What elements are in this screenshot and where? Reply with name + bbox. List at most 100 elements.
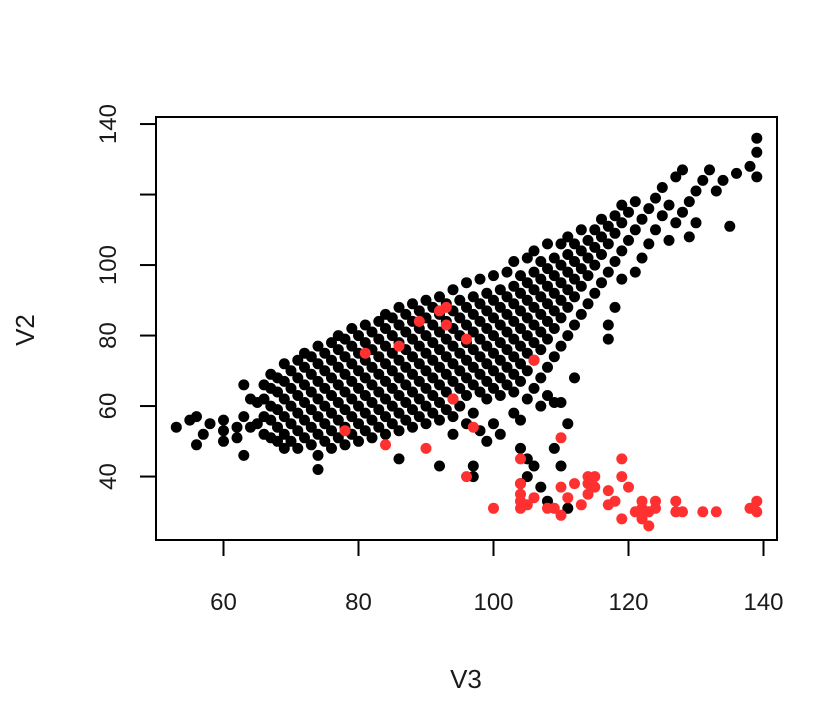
data-point-highlight-45: [636, 495, 648, 507]
data-point-main-130: [373, 315, 385, 327]
data-point-main-281: [508, 386, 520, 398]
data-point-main-347: [555, 312, 567, 324]
data-point-main-209: [447, 411, 459, 423]
data-point-main-253: [481, 340, 493, 352]
data-point-highlight-13: [488, 502, 499, 514]
data-point-highlight-0: [339, 425, 351, 437]
data-point-main-118: [366, 414, 378, 426]
data-point-main-75: [326, 442, 337, 454]
data-point-highlight-17: [515, 478, 526, 490]
data-point-main-244: [474, 351, 486, 363]
data-point-main-310: [528, 382, 540, 394]
data-point-main-321: [535, 344, 547, 356]
data-point-main-113: [359, 372, 371, 384]
y-tick-label-1: 60: [95, 393, 122, 420]
data-point-highlight-5: [420, 442, 432, 454]
data-point-main-8: [218, 414, 229, 426]
data-point-main-45: [292, 407, 304, 419]
data-point-main-366: [575, 308, 587, 320]
data-point-main-63: [312, 428, 324, 440]
data-point-main-266: [494, 390, 506, 401]
data-point-highlight-52: [677, 506, 688, 518]
data-point-main-41: [285, 382, 297, 394]
data-point-main-382: [596, 213, 607, 225]
data-point-main-333: [542, 280, 553, 292]
data-point-main-352: [562, 502, 574, 514]
data-point-highlight-49: [650, 495, 661, 507]
data-point-main-151: [393, 354, 405, 366]
data-point-main-220: [454, 347, 466, 359]
data-point-main-421: [710, 185, 722, 197]
data-point-main-264: [488, 270, 499, 282]
data-point-main-119: [366, 397, 378, 408]
data-point-main-308: [521, 252, 533, 264]
data-point-main-395: [616, 199, 628, 211]
data-point-main-409: [663, 199, 675, 211]
data-point-main-379: [596, 277, 607, 289]
data-point-main-273: [501, 379, 513, 391]
data-point-main-59: [305, 368, 317, 380]
data-point-main-129: [373, 333, 385, 345]
data-point-highlight-7: [440, 319, 452, 331]
data-point-main-335: [542, 238, 553, 250]
data-point-main-121: [366, 361, 378, 373]
data-point-main-82: [332, 432, 344, 444]
data-point-main-61: [312, 464, 324, 475]
data-point-main-399: [629, 224, 641, 236]
data-point-main-12: [238, 411, 250, 423]
data-point-main-298: [515, 270, 526, 282]
data-point-main-60: [305, 351, 317, 363]
data-point-main-330: [542, 333, 553, 345]
data-point-main-247: [474, 298, 486, 310]
data-point-main-156: [400, 397, 412, 408]
data-point-main-367: [575, 280, 587, 292]
data-point-main-142: [386, 365, 398, 377]
data-point-main-79: [326, 372, 337, 384]
data-point-main-116: [359, 319, 371, 331]
data-point-main-170: [413, 411, 425, 423]
data-point-main-393: [616, 245, 628, 257]
data-point-main-143: [386, 347, 398, 359]
data-point-main-396: [623, 234, 634, 246]
data-point-main-334: [542, 263, 553, 275]
data-point-main-62: [312, 449, 324, 461]
data-point-main-408: [656, 182, 668, 193]
data-point-main-87: [332, 344, 344, 356]
y-axis-title: V2: [10, 314, 40, 346]
data-point-main-410: [663, 234, 675, 246]
data-point-main-301: [521, 393, 533, 405]
data-point-main-343: [548, 252, 560, 264]
data-point-main-219: [454, 365, 466, 377]
data-point-main-369: [575, 245, 587, 257]
data-point-main-13: [238, 379, 250, 391]
data-point-main-163: [407, 404, 418, 416]
data-point-main-364: [569, 256, 580, 267]
data-point-main-69: [319, 435, 331, 447]
data-point-main-148: [393, 407, 405, 419]
data-point-main-269: [494, 337, 506, 349]
data-point-main-406: [650, 192, 661, 204]
data-point-main-166: [407, 351, 418, 363]
data-point-main-157: [400, 379, 412, 391]
data-point-main-158: [400, 361, 412, 373]
data-point-main-425: [744, 160, 756, 172]
data-point-main-359: [562, 231, 574, 243]
data-point-main-377: [589, 241, 601, 253]
data-point-main-328: [542, 390, 553, 401]
data-point-main-7: [218, 425, 229, 437]
data-point-main-78: [326, 390, 337, 401]
data-point-highlight-56: [751, 506, 763, 518]
data-point-main-5: [204, 418, 216, 430]
data-point-main-212: [447, 358, 459, 370]
x-axis-title: V3: [450, 664, 482, 694]
data-point-main-295: [515, 323, 526, 334]
data-point-main-216: [447, 284, 459, 296]
data-point-main-146: [393, 453, 405, 465]
data-point-highlight-19: [521, 499, 533, 511]
data-point-main-153: [393, 319, 405, 331]
data-point-main-249: [481, 435, 493, 447]
data-point-main-324: [535, 291, 547, 303]
data-point-main-417: [690, 185, 702, 197]
data-point-main-340: [548, 305, 560, 317]
data-point-main-338: [548, 351, 560, 363]
